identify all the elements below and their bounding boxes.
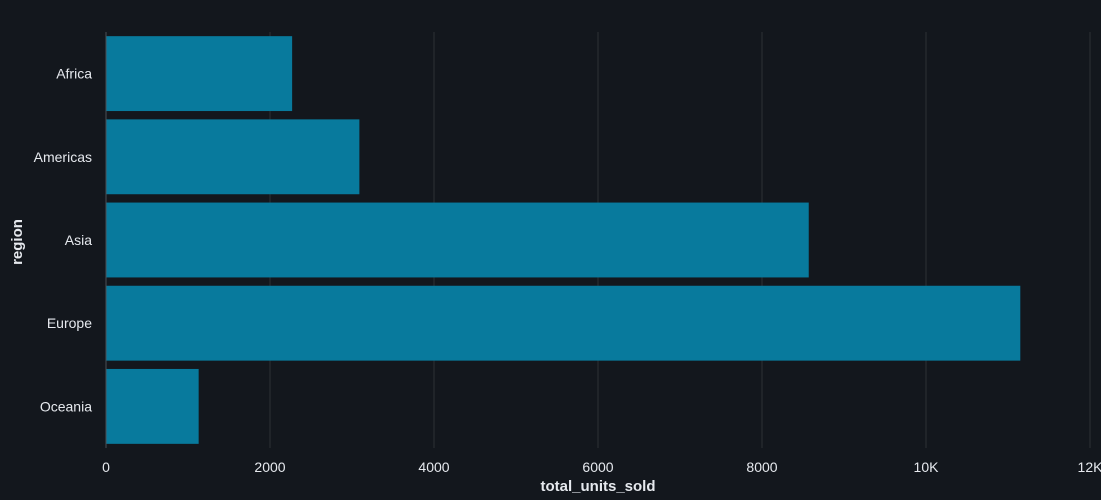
y-tick-label: Africa xyxy=(56,66,92,82)
x-tick-label: 10K xyxy=(914,459,940,475)
bar-americas xyxy=(106,119,360,195)
y-tick-label: Europe xyxy=(47,315,92,331)
labels: 0 2000 4000 6000 8000 10K 12K Africa Americas Asi… xyxy=(34,66,1101,475)
y-tick-label: Americas xyxy=(34,149,92,165)
x-tick-label: 12K xyxy=(1078,459,1101,475)
x-tick-label: 8000 xyxy=(746,459,777,475)
x-tick-label: 4000 xyxy=(418,459,449,475)
x-tick-label: 0 xyxy=(102,459,110,475)
y-tick-label: Asia xyxy=(65,232,92,248)
x-tick-label: 6000 xyxy=(582,459,613,475)
bar-asia xyxy=(106,202,809,278)
y-axis-title: region xyxy=(9,219,26,265)
y-tick-label: Oceania xyxy=(40,398,92,414)
bar-oceania xyxy=(106,368,199,444)
bars xyxy=(106,36,1021,444)
x-axis-title: total_units_sold xyxy=(540,478,655,495)
x-tick-label: 2000 xyxy=(254,459,285,475)
bar-europe xyxy=(106,285,1021,361)
bar-africa xyxy=(106,36,293,112)
